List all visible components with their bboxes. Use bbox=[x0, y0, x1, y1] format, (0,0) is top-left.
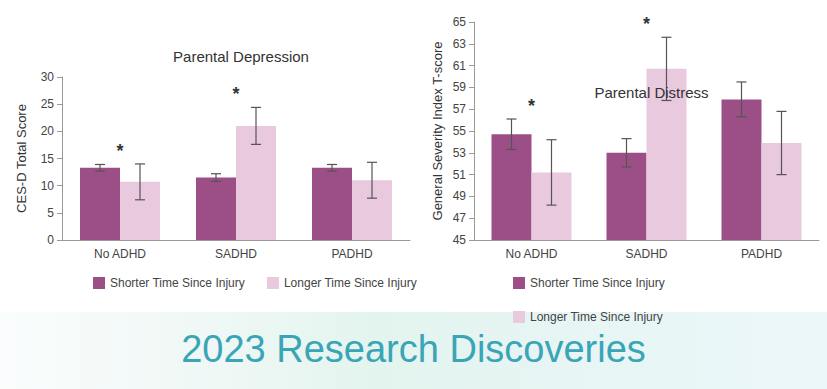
svg-text:0: 0 bbox=[47, 233, 54, 247]
svg-text:49: 49 bbox=[453, 189, 467, 203]
svg-text:53: 53 bbox=[453, 146, 467, 160]
svg-text:SADHD: SADHD bbox=[215, 247, 257, 261]
svg-text:Longer Time Since Injury: Longer Time Since Injury bbox=[284, 276, 417, 290]
svg-text:*: * bbox=[232, 84, 239, 104]
svg-text:63: 63 bbox=[453, 37, 467, 51]
svg-text:*: * bbox=[116, 141, 123, 161]
svg-text:57: 57 bbox=[453, 102, 467, 116]
svg-text:General Severity Index T-score: General Severity Index T-score bbox=[430, 42, 445, 221]
svg-text:51: 51 bbox=[453, 168, 467, 182]
svg-text:No ADHD: No ADHD bbox=[505, 247, 557, 261]
svg-text:25: 25 bbox=[41, 97, 55, 111]
svg-text:5: 5 bbox=[47, 206, 54, 220]
svg-text:Shorter Time Since Injury: Shorter Time Since Injury bbox=[530, 276, 665, 290]
svg-text:Parental Depression: Parental Depression bbox=[173, 48, 309, 65]
svg-text:Shorter Time Since Injury: Shorter Time Since Injury bbox=[110, 276, 245, 290]
svg-text:61: 61 bbox=[453, 59, 467, 73]
svg-text:*: * bbox=[643, 14, 650, 34]
svg-text:No ADHD: No ADHD bbox=[94, 247, 146, 261]
svg-text:59: 59 bbox=[453, 80, 467, 94]
svg-text:15: 15 bbox=[41, 152, 55, 166]
svg-text:45: 45 bbox=[453, 233, 467, 247]
svg-text:Parental Distress: Parental Distress bbox=[594, 84, 708, 101]
svg-text:SADHD: SADHD bbox=[625, 247, 667, 261]
svg-text:Longer Time Since Injury: Longer Time Since Injury bbox=[530, 310, 663, 324]
svg-text:65: 65 bbox=[453, 15, 467, 29]
svg-text:2023 Research Discoveries: 2023 Research Discoveries bbox=[181, 328, 646, 370]
svg-text:PADHD: PADHD bbox=[331, 247, 372, 261]
svg-text:PADHD: PADHD bbox=[741, 247, 782, 261]
svg-text:20: 20 bbox=[41, 124, 55, 138]
svg-text:CES-D Total Score: CES-D Total Score bbox=[14, 104, 29, 213]
svg-text:10: 10 bbox=[41, 179, 55, 193]
svg-text:30: 30 bbox=[41, 70, 55, 84]
svg-text:*: * bbox=[528, 96, 535, 116]
svg-text:55: 55 bbox=[453, 124, 467, 138]
svg-text:47: 47 bbox=[453, 211, 467, 225]
